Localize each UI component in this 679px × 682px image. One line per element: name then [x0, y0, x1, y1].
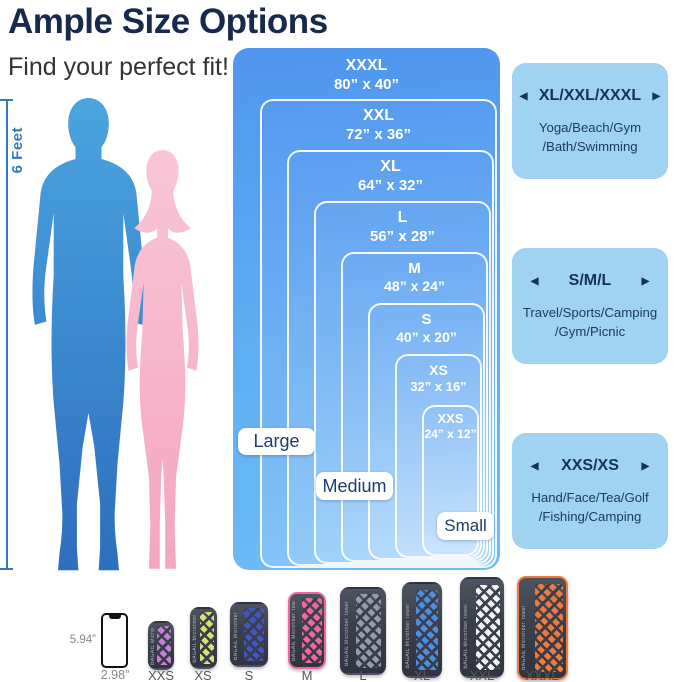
left-arrow-icon: ◀	[530, 275, 539, 287]
man-silhouette	[32, 98, 145, 571]
category-label: XXS/XS	[561, 457, 619, 474]
size-name: M	[408, 260, 421, 277]
brand-label: BAGAIL Microfiber Towel	[344, 601, 350, 667]
category-label: S/M/L	[568, 272, 612, 289]
size-dims: 64” x 32”	[357, 177, 424, 194]
product-towel-xxs: BAGAIL Microfiber Towel	[148, 621, 174, 670]
uses-line: Travel/Sports/Camping	[522, 305, 658, 320]
right-arrow-icon: ▶	[652, 90, 661, 102]
size-dims: 72” x 36”	[345, 126, 412, 143]
uses-line: Hand/Face/Tea/Golf	[531, 490, 649, 505]
towel-stripes	[534, 584, 564, 672]
ruler-bottom-cap	[0, 568, 13, 570]
height-ruler-line	[6, 100, 8, 570]
right-arrow-icon: ▶	[641, 460, 650, 472]
product-size-label: XL	[414, 668, 430, 682]
page-subtitle: Find your perfect fit!	[8, 53, 229, 81]
towel-stripes	[356, 594, 382, 668]
size-dims: 80” x 40”	[333, 76, 400, 93]
towel-stripes	[157, 625, 171, 666]
product-towel-l: BAGAIL Microfiber Towel	[340, 587, 386, 675]
group-pill-small: Small	[437, 512, 494, 540]
size-dims: 48” x 24”	[384, 278, 445, 294]
phone-height-label: 5.94”	[69, 634, 96, 646]
right-arrow-icon: ▶	[641, 275, 650, 287]
category-uses: Travel/Sports/Camping /Gym/Picnic	[512, 303, 668, 341]
size-name: L	[397, 209, 408, 226]
size-name: XXL	[362, 107, 395, 124]
size-name: XS	[429, 362, 448, 378]
product-size-label: S	[244, 668, 254, 682]
size-name: S	[421, 311, 432, 328]
category-box-s-m-l: ◀ S/M/L ▶ Travel/Sports/Camping /Gym/Pic…	[512, 248, 668, 364]
category-title: ◀ S/M/L ▶	[531, 272, 650, 290]
uses-line: /Fishing/Camping	[538, 509, 642, 525]
uses-line: /Bath/Swimming	[542, 139, 638, 155]
left-arrow-icon: ◀	[530, 460, 539, 472]
size-name: XL	[380, 158, 401, 175]
size-dims: 32” x 16”	[410, 379, 467, 394]
product-size-label: L	[359, 668, 367, 682]
ruler-top-cap	[0, 99, 13, 101]
woman-silhouette	[126, 150, 199, 569]
brand-label: BAGAIL Microfiber Towel	[292, 601, 298, 662]
uses-line: Yoga/Beach/Gym	[538, 120, 642, 135]
phone-width-label: 2.98”	[100, 668, 130, 682]
product-size-label: M	[301, 668, 313, 682]
product-size-label: XS	[194, 668, 212, 682]
towel-stripes	[301, 598, 322, 663]
size-dims: 40” x 20”	[396, 329, 457, 345]
product-towel-xs: BAGAIL Microfiber Towel	[190, 607, 217, 669]
category-label: XL/XXL/XXXL	[538, 87, 642, 104]
uses-line: /Gym/Picnic	[554, 324, 626, 340]
size-name: XXS	[437, 411, 464, 426]
brand-label: BAGAIL Microfiber Towel	[234, 610, 240, 661]
towel-stripes	[475, 584, 500, 671]
product-size-label: XXS	[147, 668, 174, 682]
category-uses: Yoga/Beach/Gym /Bath/Swimming	[512, 118, 668, 156]
brand-label: BAGAIL Microfiber Towel	[193, 614, 199, 663]
towel-stripes	[199, 612, 214, 664]
product-towel-xxl: BAGAIL Microfiber Towel	[460, 577, 504, 678]
product-towel-m: BAGAIL Microfiber Towel	[288, 592, 326, 669]
group-pill-medium: Medium	[316, 472, 393, 500]
size-dims: 24” x 12”	[424, 427, 477, 441]
towel-stripes	[416, 589, 438, 671]
size-dims: 56” x 28”	[369, 228, 436, 245]
product-towel-xl: BAGAIL Microfiber Towel	[402, 582, 442, 678]
phone-outline	[101, 613, 128, 668]
towel-stripes	[243, 607, 264, 662]
brand-label: BAGAIL Microfiber Towel	[151, 628, 157, 665]
brand-label: BAGAIL Microfiber Towel	[464, 603, 470, 669]
category-box-xl-xxl-xxxl: ◀ XL/XXL/XXXL ▶ Yoga/Beach/Gym /Bath/Swi…	[512, 63, 668, 179]
category-title: ◀ XL/XXL/XXXL ▶	[520, 87, 660, 105]
category-box-xxs-xs: ◀ XXS/XS ▶ Hand/Face/Tea/Golf /Fishing/C…	[512, 433, 668, 549]
brand-label: BAGAIL Microfiber Towel	[521, 605, 527, 671]
category-uses: Hand/Face/Tea/Golf /Fishing/Camping	[512, 488, 668, 526]
group-pill-large: Large	[238, 428, 315, 455]
category-title: ◀ XXS/XS ▶	[531, 457, 650, 475]
left-arrow-icon: ◀	[519, 90, 528, 102]
product-size-label: XXXL	[525, 668, 559, 682]
brand-label: BAGAIL Microfiber Towel	[406, 604, 412, 669]
page-title: Ample Size Options	[8, 2, 328, 41]
product-size-label: XXL	[469, 668, 495, 682]
product-towel-s: BAGAIL Microfiber Towel	[230, 602, 268, 667]
size-name: XXXL	[345, 57, 388, 74]
product-towel-xxxl: BAGAIL Microfiber Towel	[517, 576, 568, 680]
